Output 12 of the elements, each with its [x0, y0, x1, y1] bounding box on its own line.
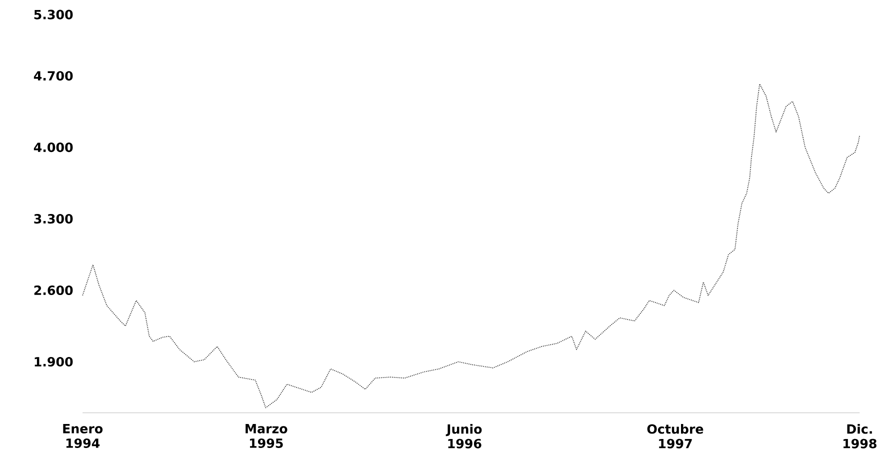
line-series: [82, 84, 860, 408]
x-tick-label: Dic. 1998: [844, 424, 876, 448]
y-tick-label: 1.900: [34, 357, 73, 367]
y-tick-label: 5.300: [34, 10, 73, 20]
y-tick-label: 2.600: [34, 286, 73, 296]
x-tick-label: Junio 1996: [446, 424, 482, 448]
y-tick-label: 4.000: [34, 142, 73, 152]
x-tick-label: Enero 1994: [63, 424, 103, 448]
y-tick-label: 3.300: [34, 214, 73, 224]
x-tick-label: Octubre 1997: [647, 424, 704, 448]
y-tick-label: 4.700: [34, 71, 73, 81]
x-tick-label: Marzo 1995: [246, 424, 288, 448]
